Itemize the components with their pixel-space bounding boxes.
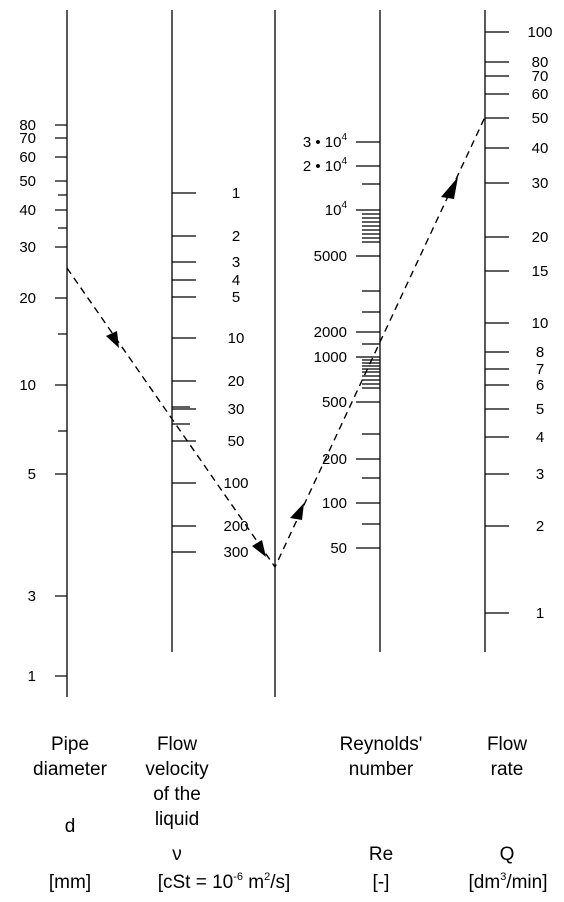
flow-rate-tick-label: 7 xyxy=(536,361,544,378)
reynolds-tick-label: 2 • 104 xyxy=(303,156,348,175)
pipe-label-line1: Pipe xyxy=(51,734,89,755)
flow-rate-tick-label: 2 xyxy=(536,518,544,535)
footer-flow-rate: Flow rate Q [dm3/min] xyxy=(469,734,548,893)
footer-reynolds-number: Reynolds' number Re [-] xyxy=(340,734,423,893)
flow-rate-tick-label: 20 xyxy=(532,229,549,246)
solution-path-line xyxy=(66,116,486,569)
flow-symbol: Q xyxy=(500,844,515,865)
pipe-diameter-tick-label: 5 xyxy=(28,466,36,483)
reynolds-tick-label: 5000 xyxy=(314,248,347,265)
viscosity-tick-label: 5 xyxy=(232,289,240,306)
flow-label-line2: rate xyxy=(491,759,524,780)
flow-unit: [dm3/min] xyxy=(469,871,548,893)
pipe-diameter-tick-label: 20 xyxy=(19,290,36,307)
viscosity-tick-label: 50 xyxy=(228,433,245,450)
flow-rate-tick-label: 60 xyxy=(532,86,549,103)
flow-label-line1: Flow xyxy=(487,734,527,755)
reynolds-tick-label: 100 xyxy=(322,495,347,512)
pipe-label-line2: diameter xyxy=(33,759,108,780)
velocity-label-line2: velocity xyxy=(145,759,209,780)
flow-rate-tick-label: 15 xyxy=(532,263,549,280)
flow-rate-tick-label: 6 xyxy=(536,377,544,394)
viscosity-tick-label: 300 xyxy=(223,544,248,561)
pipe-diameter-tick-label: 80 xyxy=(19,117,36,134)
reynolds-unit: [-] xyxy=(373,872,390,893)
velocity-unit: [cSt = 10-6 m2/s] xyxy=(158,871,291,893)
reynolds-tick-label: 2000 xyxy=(314,324,347,341)
pipe-diameter-tick-label: 60 xyxy=(19,149,36,166)
flow-rate-tick-label: 40 xyxy=(532,140,549,157)
velocity-label-line1: Flow xyxy=(157,734,197,755)
arrowhead-reynolds-segment xyxy=(290,503,304,520)
viscosity-tick-label: 20 xyxy=(228,373,245,390)
flow-rate-tick-label: 80 xyxy=(532,54,549,71)
reynolds-tick-label: 1000 xyxy=(314,349,347,366)
reynolds-label-line1: Reynolds' xyxy=(340,734,423,755)
reynolds-tick-label: 500 xyxy=(322,394,347,411)
flow-rate-tick-label: 4 xyxy=(536,429,544,446)
flow-rate-tick-label: 3 xyxy=(536,466,544,483)
reynolds-tick-label: 50 xyxy=(330,540,347,557)
flow-rate-tick-label: 70 xyxy=(532,68,549,85)
reynolds-tick-label: 3 • 104 xyxy=(303,132,348,151)
flow-rate-tick-label: 1 xyxy=(536,605,544,622)
viscosity-tick-label: 2 xyxy=(232,228,240,245)
flow-rate-tick-label: 50 xyxy=(532,110,549,127)
reynolds-symbol: Re xyxy=(369,844,393,865)
arrowhead-flow-segment xyxy=(441,177,458,199)
viscosity-tick-label: 10 xyxy=(228,330,245,347)
pipe-diameter-tick-label: 40 xyxy=(19,202,36,219)
velocity-label-line4: liquid xyxy=(155,809,199,830)
arrowhead-center-descent xyxy=(252,540,266,557)
flow-rate-tick-label: 100 xyxy=(527,24,552,41)
velocity-symbol: ν xyxy=(172,844,182,865)
pipe-diameter-tick-label: 1 xyxy=(28,668,36,685)
reynolds-label-line2: number xyxy=(349,759,414,780)
pipe-unit: [mm] xyxy=(49,872,91,893)
pipe-diameter-tick-label: 3 xyxy=(28,588,36,605)
arrowhead-pipe-segment xyxy=(106,331,119,348)
viscosity-tick-label: 30 xyxy=(228,401,245,418)
viscosity-tick-label: 200 xyxy=(223,518,248,535)
flow-rate-tick-label: 8 xyxy=(536,344,544,361)
pipe-diameter-tick-label: 70 xyxy=(19,130,36,147)
reynolds-tick-label: 104 xyxy=(325,200,348,219)
footer-pipe-diameter: Pipe diameter d [mm] xyxy=(33,734,108,893)
pipe-diameter-tick-label: 30 xyxy=(19,239,36,256)
reynolds-tick-label: 200 xyxy=(322,451,347,468)
viscosity-tick-label: 100 xyxy=(223,475,248,492)
pipe-symbol: d xyxy=(65,816,76,837)
velocity-label-line3: of the xyxy=(153,784,201,805)
tick-marks-layer: 8070605040302010531123451020305010020030… xyxy=(19,24,552,685)
pipe-diameter-tick-label: 10 xyxy=(19,377,36,394)
viscosity-tick-label: 3 xyxy=(232,254,240,271)
flow-rate-tick-label: 30 xyxy=(532,175,549,192)
pipe-diameter-tick-label: 50 xyxy=(19,173,36,190)
flow-rate-tick-label: 5 xyxy=(536,401,544,418)
viscosity-tick-label: 1 xyxy=(232,185,240,202)
viscosity-tick-label: 4 xyxy=(232,272,240,289)
flow-rate-tick-label: 10 xyxy=(532,315,549,332)
footer-flow-velocity: Flow velocity of the liquid ν [cSt = 10-… xyxy=(145,734,290,893)
